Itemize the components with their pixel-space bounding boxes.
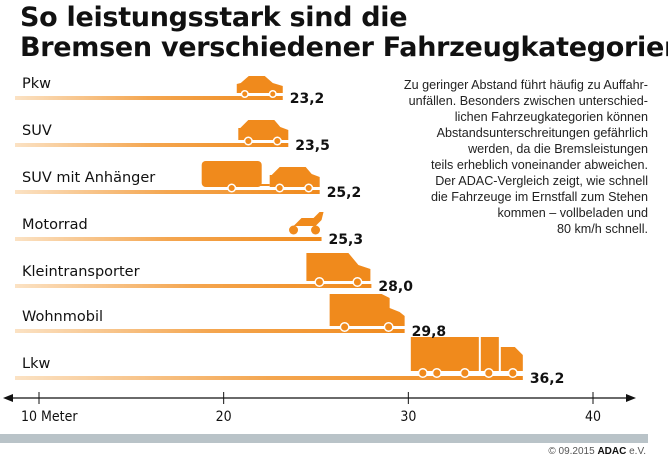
description-line: Der ADAC-Vergleich zeigt, wie schnell	[435, 174, 648, 188]
category-label: Kleintransporter	[22, 264, 140, 280]
value-label: 23,5	[295, 138, 330, 154]
description: Zu geringer Abstand führt häufig zu Auff…	[348, 77, 648, 237]
category-label: Motorrad	[22, 217, 88, 233]
description-line: die Fahrzeuge im Ernstfall zum Stehen	[431, 190, 648, 204]
bar-1	[15, 143, 289, 147]
value-label: 25,3	[328, 232, 364, 248]
bar-3	[15, 237, 322, 241]
tick-label: 40	[585, 409, 602, 425]
value-label: 28,0	[378, 279, 413, 295]
title-line-2: Bremsen verschiedener Fahrzeugkategorien	[20, 32, 668, 63]
motorhome-icon	[329, 294, 405, 332]
axis-arrow-right	[626, 394, 636, 402]
suv-trailer-icon	[201, 161, 320, 193]
copyright: © 09.2015 ADAC e.V.	[548, 446, 646, 457]
bar-6	[15, 376, 523, 380]
bar-4	[15, 284, 372, 288]
description-line: unfällen. Besonders zwischen unterschied…	[408, 94, 648, 108]
axis-arrow-left	[3, 394, 13, 402]
truck-icon	[410, 337, 523, 378]
description-line: lichen Fahrzeugkategorien können	[454, 110, 648, 124]
footer-band	[0, 434, 648, 443]
description-line: Abstandsunterschreitungen gefährlich	[436, 126, 648, 140]
description-line: teils erheblich voneinander abweichen.	[430, 158, 648, 172]
tick-label: 10 Meter	[21, 409, 78, 425]
car-icon	[236, 76, 283, 98]
description-line: Zu geringer Abstand führt häufig zu Auff…	[403, 78, 648, 92]
bar-2	[15, 190, 320, 194]
bar-0	[15, 96, 283, 100]
description-line: werden, da die Bremsleistungen	[468, 142, 648, 156]
value-label: 29,8	[411, 324, 447, 340]
tick-label: 30	[400, 409, 417, 425]
title-line-1: So leistungsstark sind die	[20, 2, 408, 33]
motorcycle-icon	[287, 212, 324, 236]
category-label: Wohnmobil	[22, 309, 103, 325]
bar-5	[15, 329, 405, 333]
value-label: 23,2	[289, 91, 325, 107]
van-icon	[306, 253, 371, 287]
category-label: SUV mit Anhänger	[22, 170, 156, 186]
tick-label: 20	[215, 409, 232, 425]
category-label: SUV	[22, 123, 52, 139]
value-label: 25,2	[326, 185, 362, 201]
value-label: 36,2	[529, 371, 565, 387]
description-line: 80 km/h schnell.	[557, 222, 648, 236]
category-label: Pkw	[22, 76, 51, 92]
category-label: Lkw	[22, 356, 51, 372]
suv-icon	[238, 120, 289, 146]
description-line: kommen – vollbeladen und	[497, 206, 648, 220]
